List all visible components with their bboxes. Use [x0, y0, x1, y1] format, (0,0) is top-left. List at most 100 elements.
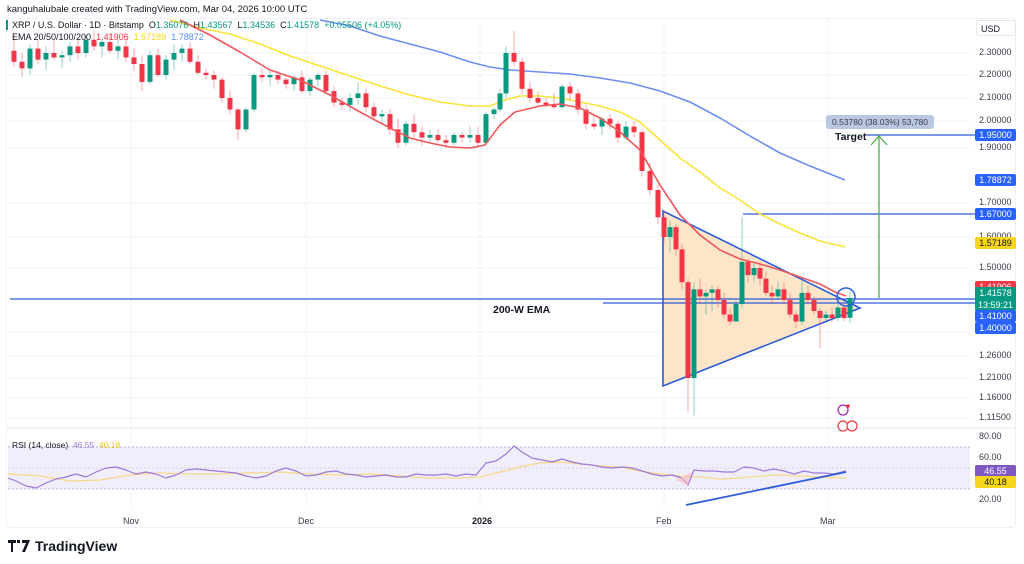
candle-body	[811, 300, 817, 311]
price-tick: 1.50000	[979, 262, 1012, 272]
candle-body	[769, 292, 775, 297]
candle-body	[639, 132, 645, 172]
candle-body	[667, 227, 673, 237]
candle-body	[703, 292, 709, 297]
rsi-label[interactable]: RSI (14, close)	[12, 440, 69, 450]
candle-body	[535, 98, 541, 103]
candle-body	[163, 59, 169, 75]
candle-body	[793, 314, 799, 322]
ema-legend[interactable]: EMA 20/50/100/200 1.41906 1.57189 1.7887…	[12, 32, 204, 42]
price-tag: 1.41000	[975, 310, 1016, 322]
price-tick: 1.21000	[979, 372, 1012, 382]
ema-label[interactable]: EMA 20/50/100/200	[12, 32, 92, 42]
rsi-tag: 46.55	[975, 465, 1016, 477]
candle-body	[575, 93, 581, 110]
price-tick: 1.16000	[979, 392, 1012, 402]
candle-body	[219, 79, 225, 98]
ema100-value: 1.78872	[171, 32, 204, 42]
ema200w-label: 200-W EMA	[493, 304, 551, 316]
rsi-ma-value: 40.18	[98, 440, 121, 450]
candle-body	[347, 98, 353, 105]
candle-body	[155, 55, 161, 75]
candle-body	[757, 268, 763, 279]
ema100-line	[319, 19, 846, 181]
candle-body	[91, 39, 97, 47]
price-tag: 1.78872	[975, 174, 1016, 186]
candle-body	[211, 75, 217, 80]
candle-body	[599, 118, 605, 127]
candle-body	[339, 102, 345, 105]
candle-body	[459, 135, 465, 138]
candle-body	[733, 304, 739, 322]
symbol-legend[interactable]: XRP / U.S. Dollar · 1D · Bitstamp O1.360…	[12, 20, 402, 30]
time-tick-2026: 2026	[472, 516, 493, 526]
currency-label[interactable]: USD	[976, 20, 1016, 36]
price-tick: 1.26000	[979, 350, 1012, 360]
candle-body	[805, 292, 811, 300]
candle-body	[435, 135, 441, 141]
ema50-line	[169, 19, 846, 248]
candle-body	[787, 300, 793, 315]
candle-body	[745, 261, 751, 276]
candle-body	[139, 64, 145, 82]
candle-body	[799, 292, 805, 322]
tradingview-logo[interactable]: TradingView	[8, 538, 117, 554]
candle-body	[567, 86, 573, 94]
candle-body	[511, 53, 517, 62]
candle-body	[411, 123, 417, 133]
candle-body	[781, 289, 787, 300]
rsi-trendline	[685, 471, 847, 506]
candle-body	[35, 48, 41, 60]
rsi-tick: 80.00	[979, 431, 1002, 441]
candle-body	[99, 42, 105, 47]
candle-body	[751, 268, 757, 276]
price-tick: 2.10000	[979, 92, 1012, 102]
price-tag: 1.67000	[975, 208, 1016, 220]
chart-credit: kanguhalubale created with TradingView.c…	[7, 4, 308, 15]
candle-body	[483, 114, 489, 143]
rsi-line	[7, 445, 847, 489]
price-tag: 1.40000	[975, 322, 1016, 334]
symbol-status-bar	[6, 20, 8, 30]
chart-frame	[6, 18, 1016, 528]
candle-body	[631, 126, 637, 133]
candle-body	[27, 48, 33, 69]
candle-body	[43, 53, 49, 60]
candle-body	[775, 289, 781, 297]
price-tag: 1.41578 13:59:21	[975, 287, 1016, 311]
candle-body	[685, 282, 691, 378]
candle-body	[727, 314, 733, 322]
price-tag: 1.95000	[975, 129, 1016, 141]
candle-body	[371, 107, 377, 117]
candle-body	[83, 39, 89, 53]
time-tick-mar: Mar	[820, 516, 836, 526]
candle-body	[491, 109, 497, 115]
candle-body	[235, 109, 241, 130]
candle-body	[503, 53, 509, 94]
rsi-tag: 40.18	[975, 476, 1016, 488]
candle-body	[147, 55, 153, 82]
candle-body	[283, 79, 289, 85]
price-tick: 2.30000	[979, 47, 1012, 57]
lightning-event-dot	[846, 404, 850, 408]
ema20-line	[179, 19, 847, 297]
candle-body	[179, 48, 185, 53]
price-tick: 1.90000	[979, 142, 1012, 152]
ema20-value: 1.41906	[96, 32, 129, 42]
candle-body	[379, 114, 385, 117]
time-tick-nov: Nov	[123, 516, 140, 526]
rsi-legend[interactable]: RSI (14, close) 46.55 40.18	[12, 440, 120, 450]
candle-body	[591, 123, 597, 127]
open-value: 1.36076	[155, 20, 189, 30]
candle-body	[11, 50, 17, 62]
candle-body	[395, 129, 401, 143]
candle-body	[427, 135, 433, 138]
candle-body	[259, 75, 265, 78]
close-value: 1.41578	[286, 20, 320, 30]
candle-body	[823, 314, 829, 318]
time-tick-feb: Feb	[656, 516, 672, 526]
candle-body	[543, 102, 549, 105]
lightning-event-icon	[837, 404, 849, 416]
symbol-name[interactable]: XRP / U.S. Dollar · 1D · Bitstamp	[12, 20, 144, 30]
